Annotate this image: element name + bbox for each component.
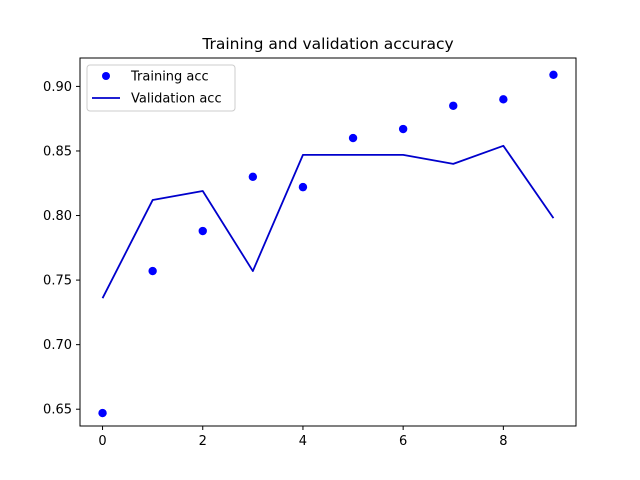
y-tick-label: 0.75	[43, 274, 72, 289]
x-tick-label: 8	[499, 434, 507, 449]
training-acc-point	[449, 101, 458, 110]
training-acc-point	[549, 70, 558, 79]
legend-training-label: Training acc	[130, 70, 209, 85]
y-tick-label: 0.65	[43, 403, 72, 418]
x-axis: 0 2 4 6 8	[98, 426, 507, 449]
x-tick-label: 4	[299, 434, 307, 449]
y-axis: 0.65 0.70 0.75 0.80 0.85 0.90	[43, 80, 80, 418]
legend: Training acc Validation acc	[86, 64, 236, 112]
x-tick-label: 6	[399, 434, 407, 449]
training-acc-point	[148, 266, 157, 276]
y-tick-label: 0.90	[43, 80, 72, 95]
training-acc-point	[248, 172, 258, 181]
plot-area	[98, 70, 558, 418]
y-tick-label: 0.70	[43, 338, 72, 353]
plot-frame	[79, 57, 577, 427]
x-tick-label: 0	[98, 434, 106, 449]
legend-box	[86, 64, 236, 112]
chart-title: Training and validation accuracy	[201, 35, 453, 53]
x-tick-label: 2	[199, 434, 207, 449]
validation-acc-line	[101, 144, 555, 299]
legend-validation-label: Validation acc	[131, 92, 222, 107]
training-acc-point	[298, 182, 308, 192]
y-tick-label: 0.85	[43, 144, 72, 159]
training-acc-point	[398, 124, 408, 134]
training-acc-point	[198, 226, 207, 236]
training-acc-point	[348, 133, 358, 143]
training-acc-point	[98, 408, 107, 418]
legend-training-marker	[102, 72, 110, 80]
y-tick-label: 0.80	[43, 209, 72, 224]
training-acc-point	[499, 95, 508, 104]
